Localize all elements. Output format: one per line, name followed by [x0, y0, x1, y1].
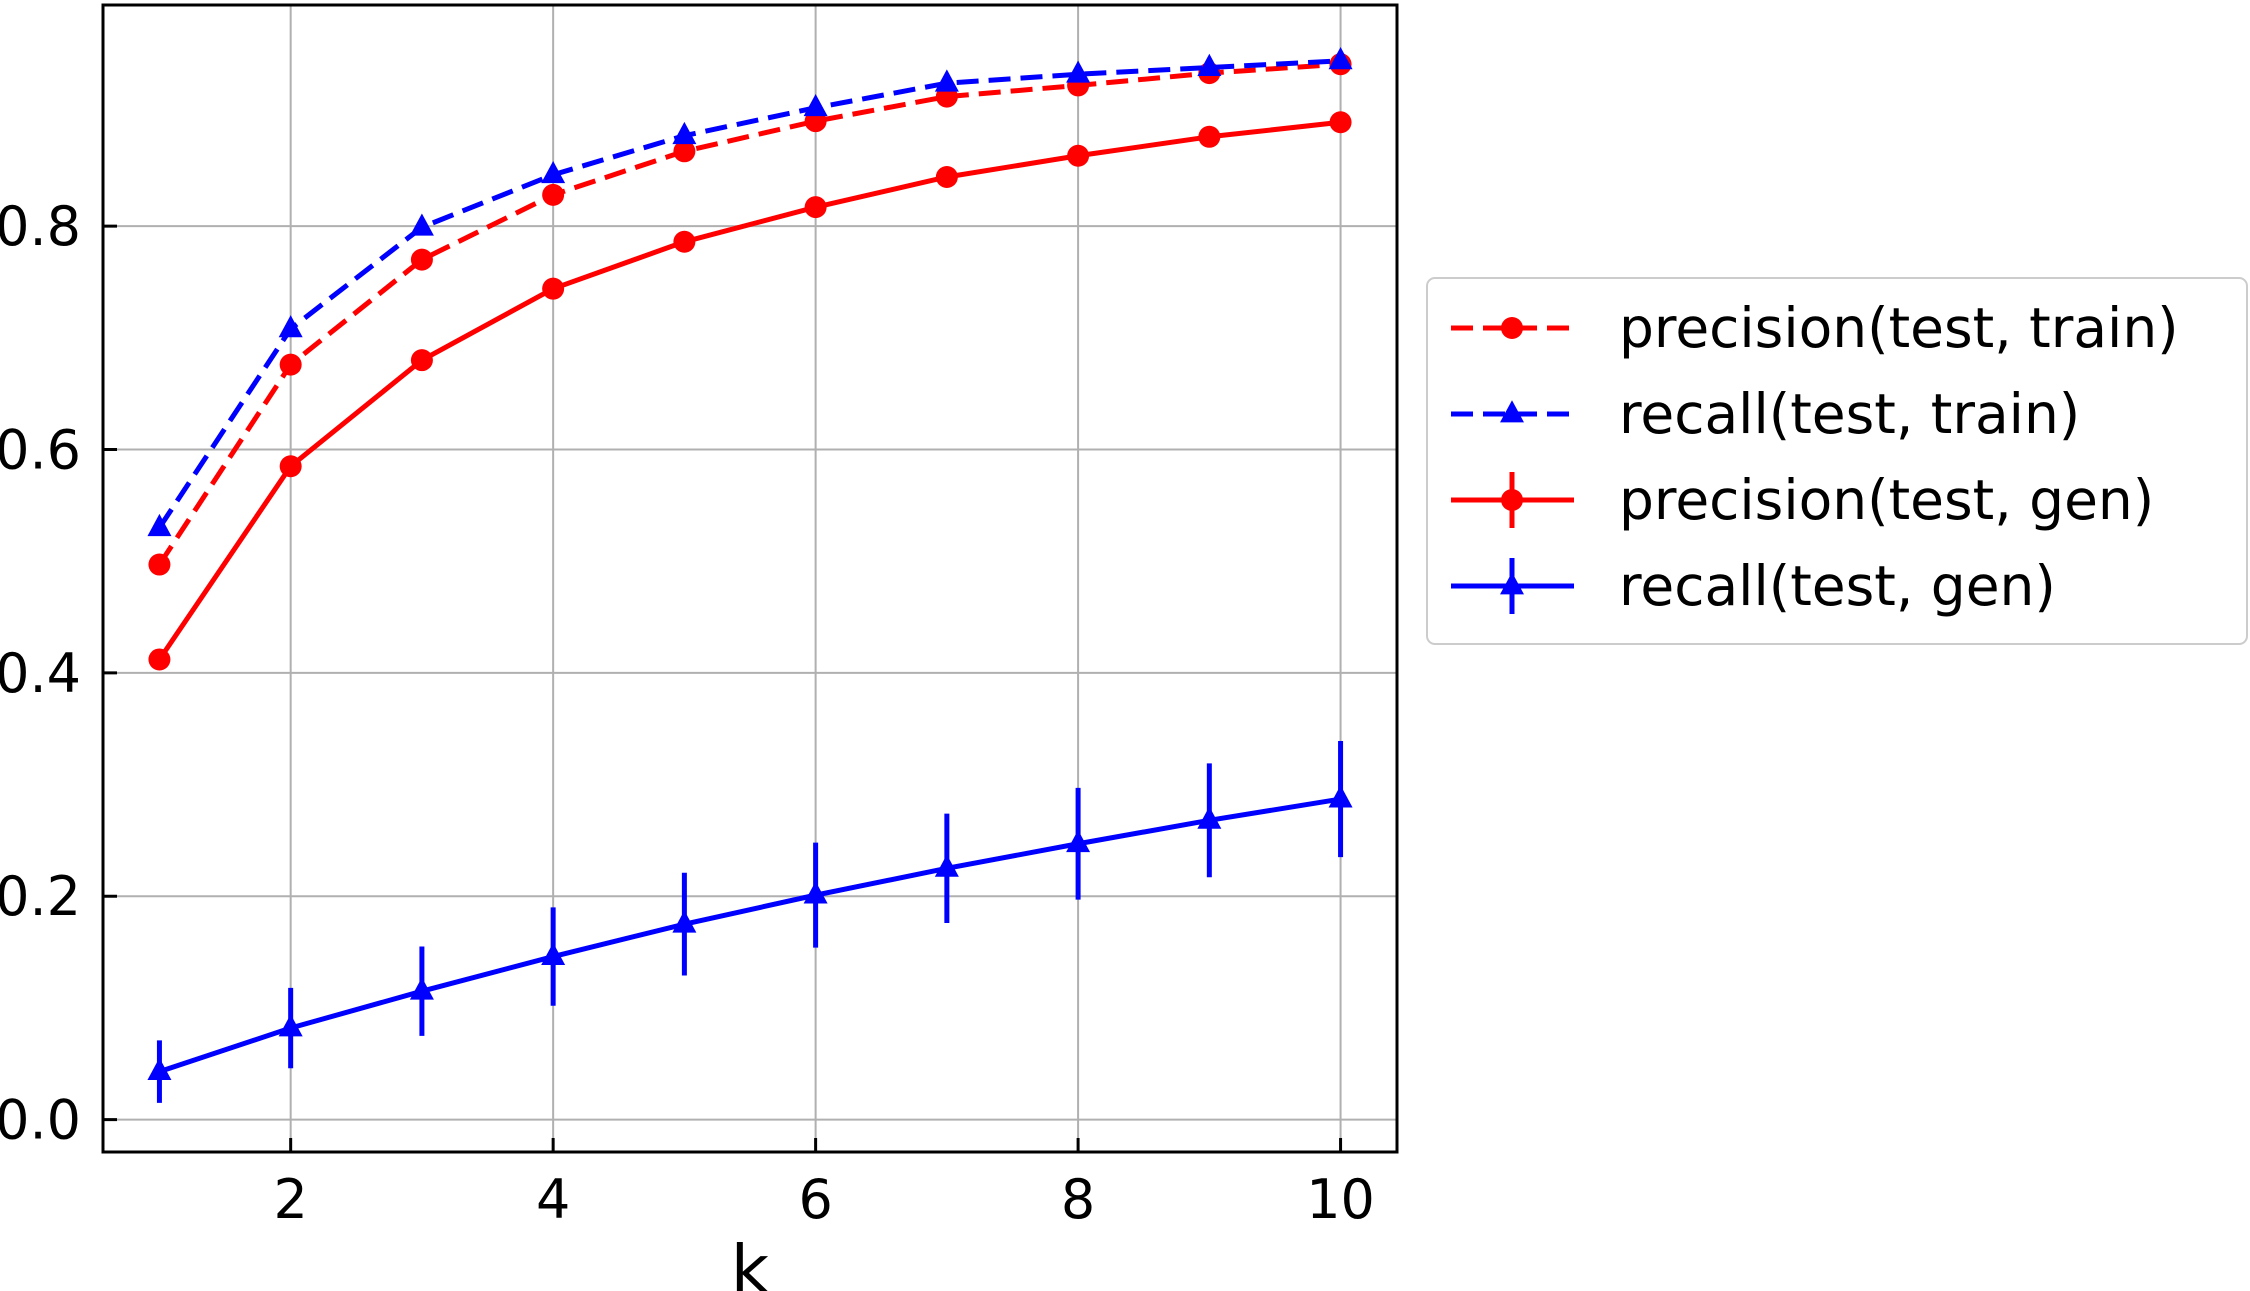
legend-marker	[1501, 317, 1523, 339]
plot-frame	[101, 3, 1399, 1154]
series-line	[157, 61, 1341, 566]
legend-label: precision(test, gen)	[1619, 468, 2154, 532]
data-point	[934, 69, 959, 92]
data-point	[542, 183, 565, 206]
data-point	[542, 277, 565, 300]
data-point	[279, 455, 302, 478]
data-point	[148, 648, 171, 671]
data-point	[409, 213, 434, 236]
x-tick-label: 8	[1061, 1168, 1095, 1231]
data-point	[1328, 785, 1353, 808]
axis-ticks: 2 4 6 8 10 0.0 0.2 0.4 0.6 0.8	[0, 195, 1375, 1231]
grid-lines	[103, 5, 1397, 1152]
data-point	[1197, 806, 1222, 829]
legend-entry: recall(test, train)	[1451, 382, 2080, 446]
y-tick-label: 0.6	[0, 419, 81, 482]
legend-label: recall(test, gen)	[1619, 554, 2056, 618]
y-tick-label: 0.4	[0, 642, 81, 705]
x-tick-label: 4	[536, 1168, 570, 1231]
series-line	[157, 119, 1341, 661]
series-2	[148, 111, 1352, 671]
data-point	[803, 881, 828, 904]
series-0	[148, 53, 1352, 576]
legend-label: precision(test, train)	[1619, 296, 2179, 360]
data-point	[1197, 53, 1222, 76]
data-point	[409, 977, 434, 1000]
series-1	[147, 47, 1353, 537]
legend: precision(test, train) recall(test, train…	[1426, 277, 2248, 645]
x-axis-label: k	[731, 1231, 770, 1291]
data-point	[672, 910, 697, 933]
data-point	[541, 942, 566, 965]
data-point	[935, 165, 958, 188]
legend-marker	[1500, 572, 1524, 595]
data-point	[147, 513, 172, 537]
data-point	[672, 121, 697, 145]
data-point	[410, 349, 433, 372]
legend-label: recall(test, train)	[1619, 382, 2080, 446]
x-tick-label: 10	[1306, 1168, 1375, 1231]
legend-entry: precision(test, gen)	[1451, 468, 2154, 532]
data-point	[1198, 125, 1221, 148]
data-point	[147, 1057, 172, 1080]
data-point	[1328, 47, 1353, 70]
series-group	[147, 47, 1353, 1103]
data-point	[1329, 111, 1352, 134]
data-point	[1066, 60, 1091, 83]
data-point	[278, 1014, 303, 1037]
x-tick-label: 2	[273, 1168, 307, 1231]
y-tick-label: 0.2	[0, 865, 81, 928]
series-3	[147, 741, 1353, 1103]
y-tick-label: 0.0	[0, 1089, 81, 1152]
data-point	[541, 160, 566, 184]
series-line	[157, 58, 1341, 530]
data-point	[278, 315, 303, 338]
series-line	[158, 796, 1341, 1074]
legend-marker	[1500, 400, 1524, 423]
legend-marker	[1501, 489, 1523, 511]
data-point	[803, 93, 828, 117]
data-point	[804, 196, 827, 219]
data-point	[1067, 144, 1090, 167]
data-point	[279, 353, 302, 376]
legend-frame	[1426, 277, 2248, 645]
data-point	[148, 553, 171, 576]
data-point	[1066, 829, 1091, 853]
data-point	[673, 140, 696, 163]
legend-entry: recall(test, gen)	[1451, 554, 2056, 618]
x-tick-label: 6	[798, 1168, 832, 1231]
data-point	[673, 230, 696, 253]
data-point	[410, 248, 433, 271]
y-tick-label: 0.8	[0, 195, 81, 258]
data-point	[934, 854, 959, 877]
legend-entry: precision(test, train)	[1451, 296, 2179, 360]
